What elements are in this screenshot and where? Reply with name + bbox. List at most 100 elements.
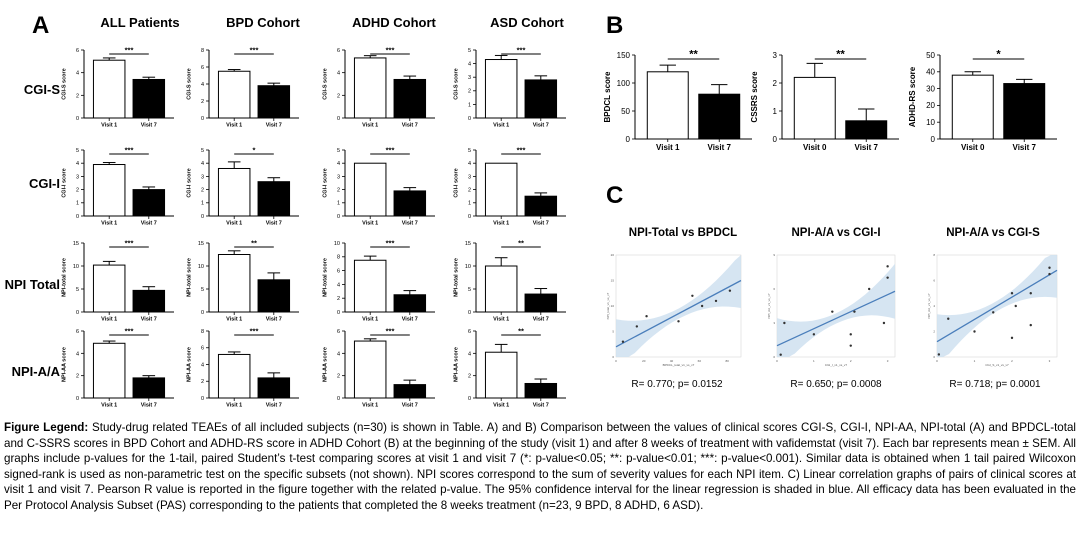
x-tick-label: Visit 0 (803, 143, 827, 152)
bar-chart-13: 0 2 4 6 8 NPI-AA score Visit 1 Visit 7 *** (187, 327, 299, 409)
y-tick-label: 5 (76, 287, 79, 293)
significance-marker: *** (125, 239, 134, 248)
bar-chart-18: 0 10 20 30 40 50 ADHD-RS score Visit 0 Visit 7 * (908, 49, 1057, 152)
y-axis-label: CSSRS score (750, 71, 759, 123)
x-tick-label: 0 (615, 359, 617, 363)
y-tick-label: 2 (337, 188, 340, 194)
data-point (812, 333, 816, 336)
y-tick-label: 40 (926, 68, 935, 77)
x-tick-label: Visit 1 (101, 317, 117, 323)
y-tick-label: 10 (465, 264, 471, 270)
y-tick-label: 10 (926, 118, 935, 127)
bar (132, 78, 166, 119)
significance-marker: *** (250, 46, 259, 55)
x-axis-label: CGI_S_v1_vs_v7 (985, 363, 1009, 367)
y-tick-label: 5 (468, 48, 471, 54)
y-tick-label: 0 (626, 135, 631, 144)
scatter-title: NPI-A/A vs CGI-S (946, 227, 1040, 239)
y-tick-label: 2 (76, 93, 79, 99)
bar (484, 59, 518, 119)
y-tick-label: 10 (611, 304, 615, 308)
y-tick-label: 5 (337, 148, 340, 154)
panel-label-b: B (606, 12, 623, 39)
significance-marker: *** (125, 327, 134, 336)
y-tick-label: 50 (621, 107, 630, 116)
bar (257, 377, 291, 399)
significance-marker: *** (386, 327, 395, 336)
y-tick-label: 0 (337, 116, 340, 122)
x-tick-label: Visit 7 (533, 123, 549, 129)
y-tick-label: 10 (73, 264, 79, 270)
y-tick-label: 6 (337, 48, 340, 54)
x-tick-label: 3 (887, 359, 889, 363)
x-tick-label: Visit 7 (141, 317, 157, 323)
data-point (1010, 336, 1014, 340)
y-tick-label: 3 (468, 174, 471, 180)
significance-marker: *** (517, 146, 526, 155)
y-axis-label: NPI-AA score (187, 347, 193, 382)
bar (484, 162, 518, 217)
scatter-title: NPI-Total vs BPDCL (629, 227, 737, 239)
data-point (992, 311, 995, 314)
y-tick-label: 4 (76, 161, 79, 167)
bar (845, 120, 888, 140)
y-axis-label: CGI-S score (454, 68, 460, 99)
row-label-npi-aa: NPI-A/A (12, 364, 61, 379)
significance-marker: ** (518, 239, 524, 248)
data-point (849, 333, 852, 336)
bar (257, 181, 291, 217)
bar (698, 93, 741, 140)
scatter-chart-19: NPI-Total vs BPDCL 0 20 40 60 80 0 5 10 15 20 BPDCL… (606, 227, 742, 390)
bar-chart-1: 0 2 4 6 8 CGI-S score Visit 1 Visit 7 *** (187, 46, 299, 129)
y-axis-label: NPI_AA_v1_vs_v7 (767, 293, 771, 318)
x-tick-label: Visit 7 (402, 123, 418, 129)
data-point (886, 276, 889, 279)
y-tick-label: 6 (337, 329, 340, 335)
data-point (1010, 292, 1014, 295)
regression-line (776, 290, 896, 347)
y-tick-label: 100 (617, 79, 631, 88)
bar (524, 79, 558, 119)
y-tick-label: 3 (468, 75, 471, 81)
x-tick-label: Visit 7 (266, 317, 282, 323)
y-tick-label: 15 (611, 279, 615, 283)
y-tick-label: 3 (773, 51, 778, 60)
bar-chart-0: 0 2 4 6 CGI-S score Visit 1 Visit 7 *** (62, 46, 174, 129)
y-tick-label: 8 (933, 253, 935, 257)
y-tick-label: 15 (465, 241, 471, 247)
column-title-all: ALL Patients (100, 15, 179, 30)
significance-marker: *** (386, 239, 395, 248)
significance-marker: *** (250, 327, 259, 336)
bar (393, 294, 427, 313)
data-point (882, 321, 886, 325)
y-tick-label: 1 (337, 201, 340, 207)
x-tick-label: Visit 1 (493, 403, 509, 409)
y-tick-label: 0 (337, 214, 340, 220)
bar (484, 265, 518, 313)
bar (92, 59, 126, 119)
data-point (714, 299, 718, 303)
x-tick-label: Visit 1 (362, 123, 378, 129)
y-tick-label: 0 (201, 116, 204, 122)
x-tick-label: Visit 1 (493, 221, 509, 227)
bar (132, 189, 166, 217)
y-tick-label: 0 (468, 396, 471, 402)
figure-legend: Figure Legend: Study-drug related TEAEs … (4, 420, 1076, 514)
y-tick-label: 0 (468, 310, 471, 316)
y-tick-label: 0 (773, 355, 775, 359)
y-tick-label: 15 (198, 241, 204, 247)
data-point (691, 294, 694, 297)
x-tick-label: Visit 7 (533, 403, 549, 409)
y-tick-label: 2 (76, 188, 79, 194)
data-point (831, 310, 834, 313)
significance-marker: * (253, 146, 256, 155)
y-tick-label: 4 (201, 82, 204, 88)
bar-chart-12: 0 2 4 6 NPI-AA score Visit 1 Visit 7 *** (62, 327, 174, 409)
bar-chart-11: 0 5 10 15 NPI-total score Visit 1 Visit 7 ** (454, 239, 566, 323)
bar (393, 384, 427, 399)
x-tick-label: Visit 1 (101, 221, 117, 227)
data-point (1014, 304, 1017, 308)
y-tick-label: 8 (201, 48, 204, 54)
y-tick-label: 0 (773, 135, 778, 144)
y-tick-label: 4 (201, 161, 204, 167)
